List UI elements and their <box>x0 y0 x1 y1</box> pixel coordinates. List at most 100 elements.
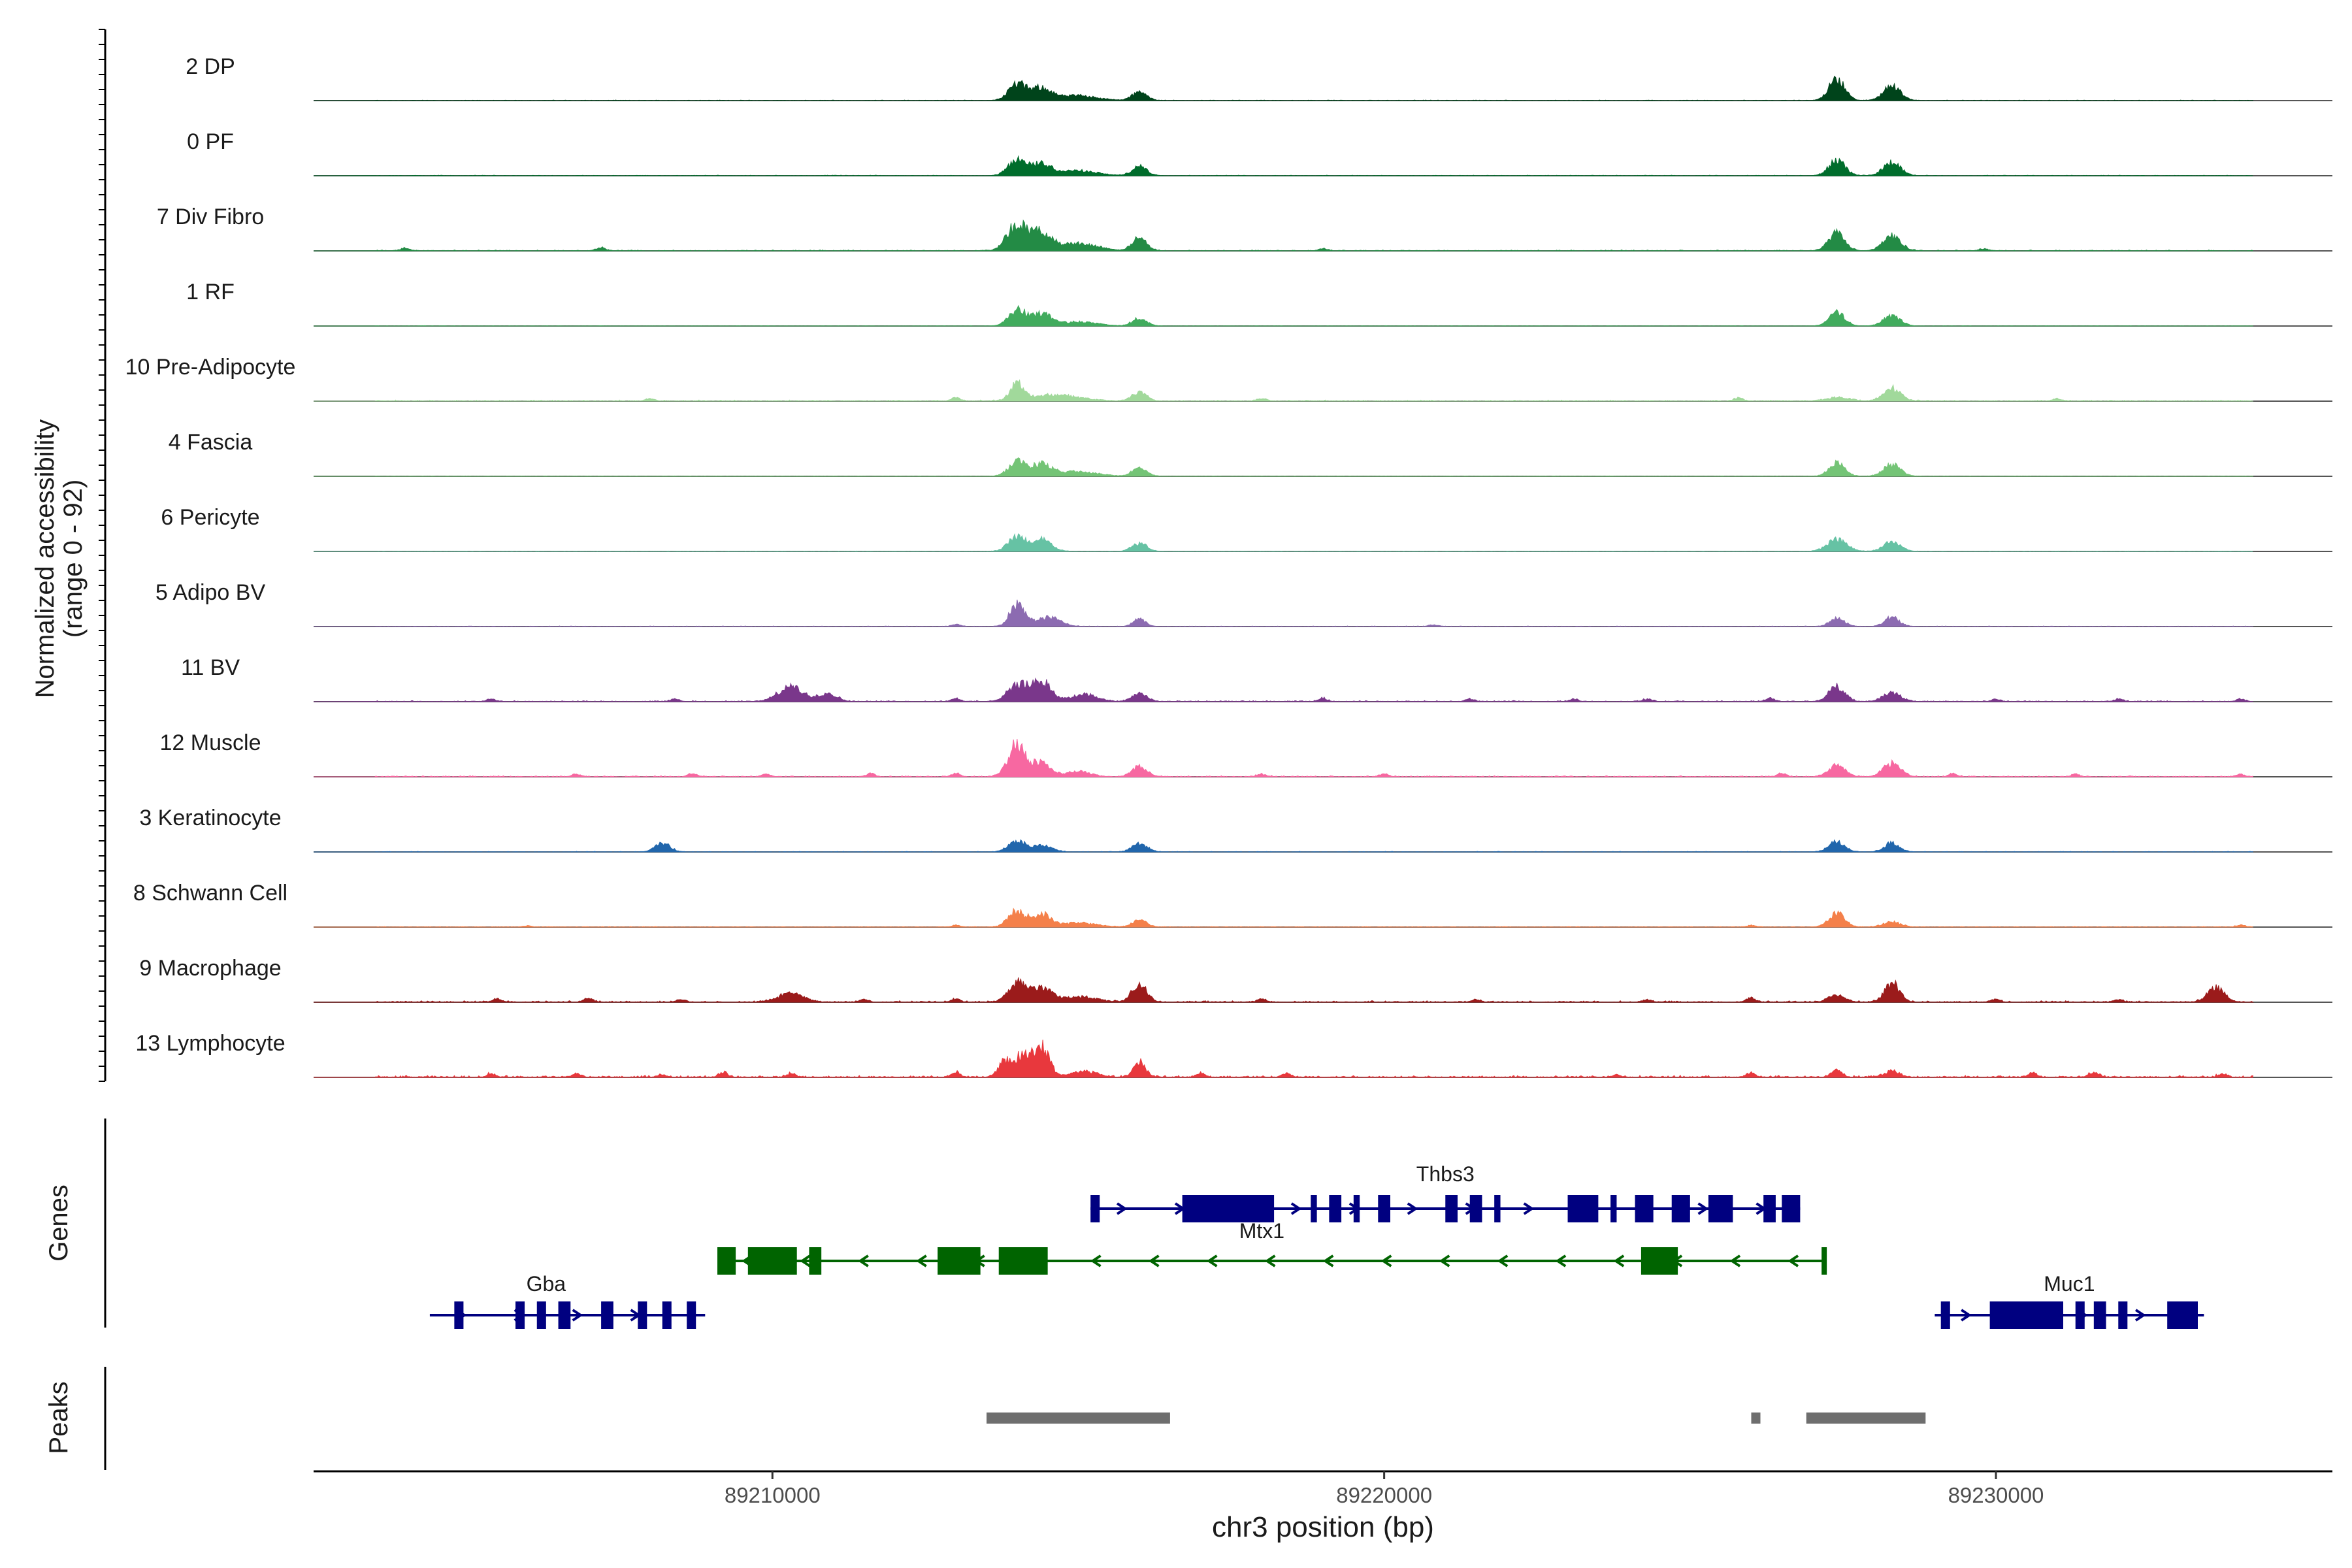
track-signal-area <box>314 599 2253 627</box>
track-signal-area <box>313 977 2254 1003</box>
strand-arrow <box>858 1254 869 1267</box>
strand-arrow <box>1729 1254 1741 1267</box>
track-signal-area <box>313 457 2253 477</box>
track-5-adipo-bv: 5 Adipo BV <box>155 580 2332 627</box>
strand-arrow <box>1290 1202 1302 1215</box>
track-3-keratinocyte: 3 Keratinocyte <box>139 806 2332 853</box>
track-signal-area <box>314 839 2253 853</box>
gene-exon <box>717 1247 736 1275</box>
gene-label: Mtx1 <box>1239 1219 1284 1243</box>
gene-exon <box>2093 1301 2106 1329</box>
gene-exon <box>454 1301 464 1329</box>
track-signal-area <box>313 219 2253 252</box>
gene-exon <box>1469 1195 1482 1222</box>
strand-arrow <box>1206 1254 1218 1267</box>
gene-exon <box>938 1247 981 1275</box>
track-label: 7 Div Fibro <box>157 204 264 229</box>
track-2-dp: 2 DP <box>186 54 2332 101</box>
peak-region-bar <box>987 1413 1170 1424</box>
gene-exon <box>601 1301 613 1329</box>
track-signal-area <box>313 678 2253 702</box>
gene-exon <box>2118 1301 2128 1329</box>
peak-region-bar <box>1751 1413 1761 1424</box>
gene-exon <box>1353 1195 1360 1222</box>
track-signal-area <box>313 155 2253 176</box>
peak-region-bar <box>1806 1413 1926 1424</box>
track-label: 1 RF <box>186 280 235 304</box>
track-13-lymphocyte: 13 Lymphocyte <box>135 1031 2332 1078</box>
track-4-fascia: 4 Fascia <box>169 430 2332 477</box>
gene-exon <box>1708 1195 1733 1222</box>
track-label: 9 Macrophage <box>139 956 281 981</box>
strand-arrow <box>2134 1309 2146 1322</box>
gene-exon <box>662 1301 672 1329</box>
track-signal-area <box>313 738 2253 777</box>
gene-thbs3: Thbs3 <box>1090 1162 1801 1222</box>
gene-exon <box>2075 1301 2085 1329</box>
x-tick-label: 89220000 <box>1336 1483 1432 1507</box>
x-axis-ticks: 89210000 89220000 89230000 <box>725 1471 2044 1507</box>
strand-arrow <box>800 1254 811 1267</box>
x-tick-label: 89230000 <box>1948 1483 2044 1507</box>
track-label: 4 Fascia <box>169 430 253 455</box>
gene-exon <box>1610 1195 1617 1222</box>
gene-muc1: Muc1 <box>1935 1272 2204 1329</box>
track-label: 11 BV <box>181 655 240 680</box>
track-9-macrophage: 9 Macrophage <box>139 956 2332 1003</box>
gene-exon <box>1329 1195 1342 1222</box>
gene-exon <box>1671 1195 1690 1222</box>
x-axis-label: chr3 position (bp) <box>1212 1511 1434 1543</box>
track-1-rf: 1 RF <box>186 280 2332 327</box>
track-signal-area <box>313 304 2253 327</box>
strand-arrow <box>1090 1254 1102 1267</box>
strand-arrow <box>1555 1254 1567 1267</box>
track-7-div-fibro: 7 Div Fibro <box>157 204 2332 252</box>
strand-arrow <box>916 1254 927 1267</box>
track-0-pf: 0 PF <box>187 129 2332 176</box>
gene-label: Gba <box>527 1272 566 1296</box>
gene-exon <box>558 1301 571 1329</box>
gene-exon <box>998 1247 1048 1275</box>
gene-exon <box>515 1301 525 1329</box>
track-label: 3 Keratinocyte <box>139 806 281 830</box>
gene-mtx1: Mtx1 <box>717 1219 1827 1275</box>
genes-panel-label: Genes <box>44 1184 73 1262</box>
gene-exon <box>1494 1195 1501 1222</box>
strand-arrow <box>1439 1254 1450 1267</box>
strand-arrow <box>1380 1254 1392 1267</box>
track-label: 6 Pericyte <box>161 505 259 530</box>
gene-exon <box>2167 1301 2198 1329</box>
track-signal-area <box>313 1039 2253 1078</box>
strand-arrow <box>1497 1254 1509 1267</box>
coverage-y-scale <box>99 29 106 1082</box>
gene-exon <box>1763 1195 1776 1222</box>
gene-exon <box>638 1301 647 1329</box>
gene-gba: Gba <box>429 1272 706 1329</box>
track-11-bv: 11 BV <box>181 655 2332 702</box>
strand-arrow <box>1697 1202 1709 1215</box>
coverage-tracks: 2 DP 0 PF 7 Div Fibro 1 RF 10 Pre-Adipocyte 4… <box>125 54 2332 1078</box>
gene-exon <box>1635 1195 1654 1222</box>
strand-arrow <box>1407 1202 1418 1215</box>
track-10-pre-adipocyte: 10 Pre-Adipocyte <box>125 355 2332 402</box>
track-signal-area <box>314 532 2253 552</box>
track-signal-area <box>313 907 2253 928</box>
strand-arrow <box>1322 1254 1334 1267</box>
gene-exon <box>1311 1195 1317 1222</box>
track-label: 2 DP <box>186 54 235 79</box>
strand-arrow <box>1961 1309 1972 1322</box>
track-label: 0 PF <box>187 129 234 154</box>
track-label: 13 Lymphocyte <box>135 1031 285 1056</box>
track-label: 12 Muscle <box>160 730 261 755</box>
y-axis-label-line2: (range 0 - 92) <box>59 480 88 638</box>
track-6-pericyte: 6 Pericyte <box>161 505 2332 552</box>
x-tick-label: 89210000 <box>725 1483 821 1507</box>
gene-exon <box>1989 1301 2063 1329</box>
strand-arrow <box>1523 1202 1535 1215</box>
gene-exon <box>809 1247 822 1275</box>
gene-exon <box>1641 1247 1678 1275</box>
gene-exon <box>1821 1247 1827 1275</box>
track-label: 8 Schwann Cell <box>133 881 287 906</box>
gene-exon <box>1182 1195 1275 1222</box>
